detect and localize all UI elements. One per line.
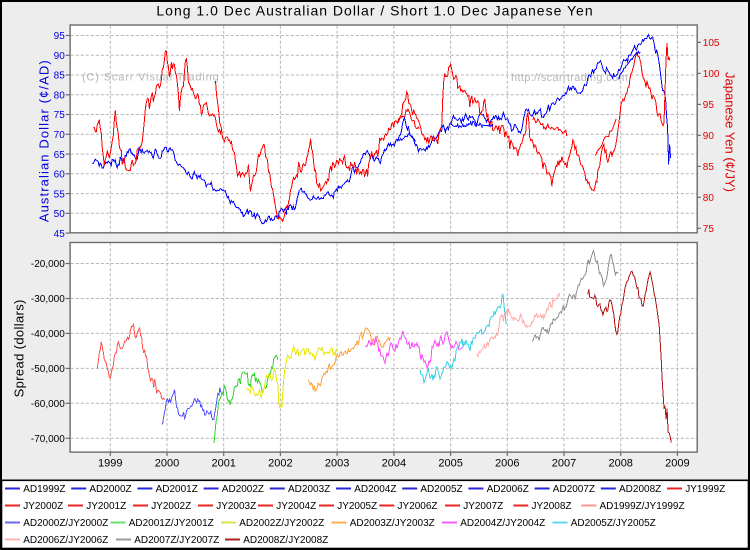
svg-text:JY2005Z: JY2005Z xyxy=(337,501,377,512)
svg-text:100: 100 xyxy=(703,69,720,80)
svg-text:Australian Dollar (¢/AD): Australian Dollar (¢/AD) xyxy=(37,59,52,222)
svg-text:80: 80 xyxy=(54,91,66,102)
svg-text:http://scarrtrading.com: http://scarrtrading.com xyxy=(511,72,628,84)
svg-text:Long 1.0 Dec Australian Dollar: Long 1.0 Dec Australian Dollar / Short 1… xyxy=(156,3,593,19)
svg-text:75: 75 xyxy=(703,224,715,235)
svg-text:65: 65 xyxy=(54,150,66,161)
svg-text:(C) Scarr Visual Trading: (C) Scarr Visual Trading xyxy=(82,72,220,84)
svg-text:JY2004Z: JY2004Z xyxy=(276,501,316,512)
svg-text:80: 80 xyxy=(703,193,715,204)
svg-text:AD2003Z: AD2003Z xyxy=(288,484,330,495)
svg-text:-20,000: -20,000 xyxy=(31,259,65,270)
svg-text:2009: 2009 xyxy=(665,457,689,469)
svg-text:2001: 2001 xyxy=(211,457,235,469)
svg-text:2007: 2007 xyxy=(552,457,576,469)
svg-text:2004: 2004 xyxy=(382,457,406,469)
svg-text:95: 95 xyxy=(54,31,66,42)
svg-text:AD2004Z/JY2004Z: AD2004Z/JY2004Z xyxy=(460,518,545,529)
svg-text:AD2005Z/JY2005Z: AD2005Z/JY2005Z xyxy=(571,518,656,529)
svg-text:75: 75 xyxy=(54,110,66,121)
svg-text:AD2007Z: AD2007Z xyxy=(553,484,595,495)
svg-text:AD2002Z/JY2002Z: AD2002Z/JY2002Z xyxy=(239,518,324,529)
svg-text:AD2002Z: AD2002Z xyxy=(222,484,264,495)
svg-text:JY2001Z: JY2001Z xyxy=(86,501,126,512)
svg-text:AD2008Z: AD2008Z xyxy=(619,484,661,495)
svg-text:AD2007Z/JY2007Z: AD2007Z/JY2007Z xyxy=(134,535,219,546)
svg-text:-70,000: -70,000 xyxy=(31,434,65,445)
svg-text:55: 55 xyxy=(54,189,66,200)
svg-text:-60,000: -60,000 xyxy=(31,399,65,410)
svg-text:2006: 2006 xyxy=(495,457,519,469)
svg-text:50: 50 xyxy=(54,209,66,220)
svg-text:Spread (dollars): Spread (dollars) xyxy=(12,299,27,397)
svg-text:105: 105 xyxy=(703,38,720,49)
svg-text:2008: 2008 xyxy=(608,457,632,469)
svg-text:AD2008Z/JY2008Z: AD2008Z/JY2008Z xyxy=(243,535,328,546)
svg-text:2005: 2005 xyxy=(438,457,462,469)
svg-text:JY2002Z: JY2002Z xyxy=(151,501,191,512)
svg-text:2002: 2002 xyxy=(268,457,292,469)
svg-text:JY2000Z: JY2000Z xyxy=(23,501,63,512)
svg-text:-30,000: -30,000 xyxy=(31,294,65,305)
svg-text:JY2006Z: JY2006Z xyxy=(398,501,438,512)
svg-text:AD2001Z/JY2001Z: AD2001Z/JY2001Z xyxy=(129,518,214,529)
svg-text:AD2003Z/JY2003Z: AD2003Z/JY2003Z xyxy=(350,518,435,529)
svg-text:2003: 2003 xyxy=(325,457,349,469)
svg-text:JY2003Z: JY2003Z xyxy=(216,501,256,512)
svg-text:AD2000Z/JY2000Z: AD2000Z/JY2000Z xyxy=(23,518,108,529)
svg-text:45: 45 xyxy=(54,229,66,240)
svg-text:JY2008Z: JY2008Z xyxy=(532,501,572,512)
svg-text:AD2000Z: AD2000Z xyxy=(89,484,131,495)
svg-text:60: 60 xyxy=(54,170,66,181)
svg-text:AD2006Z/JY2006Z: AD2006Z/JY2006Z xyxy=(23,535,108,546)
svg-text:JY1999Z: JY1999Z xyxy=(685,484,725,495)
svg-text:-50,000: -50,000 xyxy=(31,364,65,375)
svg-text:Japanese Yen (¢/JY): Japanese Yen (¢/JY) xyxy=(723,72,738,192)
svg-text:AD2006Z: AD2006Z xyxy=(487,484,529,495)
svg-text:90: 90 xyxy=(54,51,66,62)
svg-text:AD2005Z: AD2005Z xyxy=(420,484,462,495)
svg-text:AD1999Z/JY1999Z: AD1999Z/JY1999Z xyxy=(600,501,685,512)
svg-text:95: 95 xyxy=(703,100,715,111)
svg-text:70: 70 xyxy=(54,130,66,141)
svg-text:-40,000: -40,000 xyxy=(31,329,65,340)
svg-text:JY2007Z: JY2007Z xyxy=(463,501,503,512)
svg-text:AD2001Z: AD2001Z xyxy=(156,484,198,495)
svg-text:2000: 2000 xyxy=(155,457,179,469)
svg-text:AD1999Z: AD1999Z xyxy=(23,484,65,495)
svg-text:85: 85 xyxy=(703,162,715,173)
svg-text:90: 90 xyxy=(703,131,715,142)
svg-text:1999: 1999 xyxy=(98,457,122,469)
svg-text:85: 85 xyxy=(54,71,66,82)
svg-text:AD2004Z: AD2004Z xyxy=(354,484,396,495)
